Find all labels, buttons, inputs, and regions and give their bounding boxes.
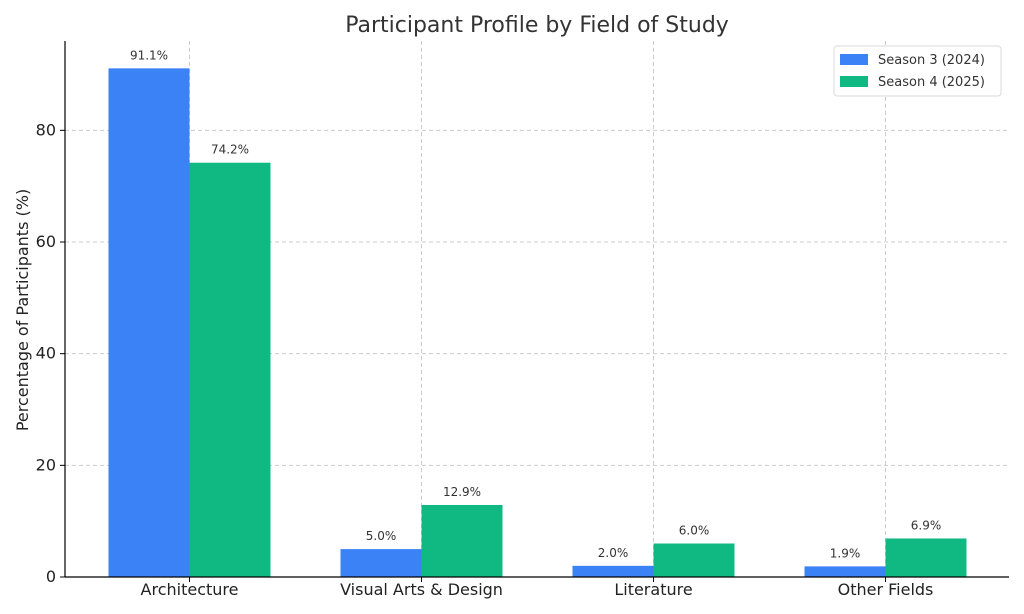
bar-season-3 [340,549,422,577]
bar-season-3 [572,565,654,577]
x-tick-label: Literature [614,580,692,599]
data-labels: 91.1% 5.0% 2.0% 1.9% 74.2% 12.9% 6.0% 6.9% [130,48,941,560]
legend-swatch [840,76,868,87]
y-axis-label: Percentage of Participants (%) [13,189,32,431]
data-label: 6.0% [679,524,710,538]
legend: Season 3 (2024) Season 4 (2025) [833,45,1002,97]
legend-entry: Season 4 (2025) [878,75,985,90]
data-label: 5.0% [366,529,397,543]
data-label: 12.9% [443,485,481,499]
bar-season-4 [421,504,503,577]
y-tick-label: 20 [36,455,56,474]
axes: 0 20 40 60 80 Architecture Visual Arts & Desig… [36,41,1009,599]
y-tick-label: 60 [36,232,56,251]
bar-season-4 [189,162,271,577]
y-tick-label: 0 [46,567,56,586]
data-label: 91.1% [130,48,168,62]
data-label: 2.0% [598,546,629,560]
data-label: 74.2% [211,143,249,157]
legend-box [833,45,1002,97]
bar-season-4 [653,543,735,577]
data-label: 6.9% [911,518,942,532]
x-tick-label: Visual Arts & Design [340,580,503,599]
data-label: 1.9% [830,546,861,560]
legend-swatch [840,54,868,65]
y-tick-label: 80 [36,120,56,139]
bar-season-3 [108,68,190,577]
bar-season-3 [804,566,886,577]
bars [108,68,967,577]
chart-title: Participant Profile by Field of Study [345,13,729,38]
x-tick-label: Architecture [141,580,239,599]
legend-entry: Season 3 (2024) [878,53,985,68]
bar-season-4 [885,538,967,577]
y-tick-label: 40 [36,344,56,363]
x-tick-label: Other Fields [838,580,934,599]
